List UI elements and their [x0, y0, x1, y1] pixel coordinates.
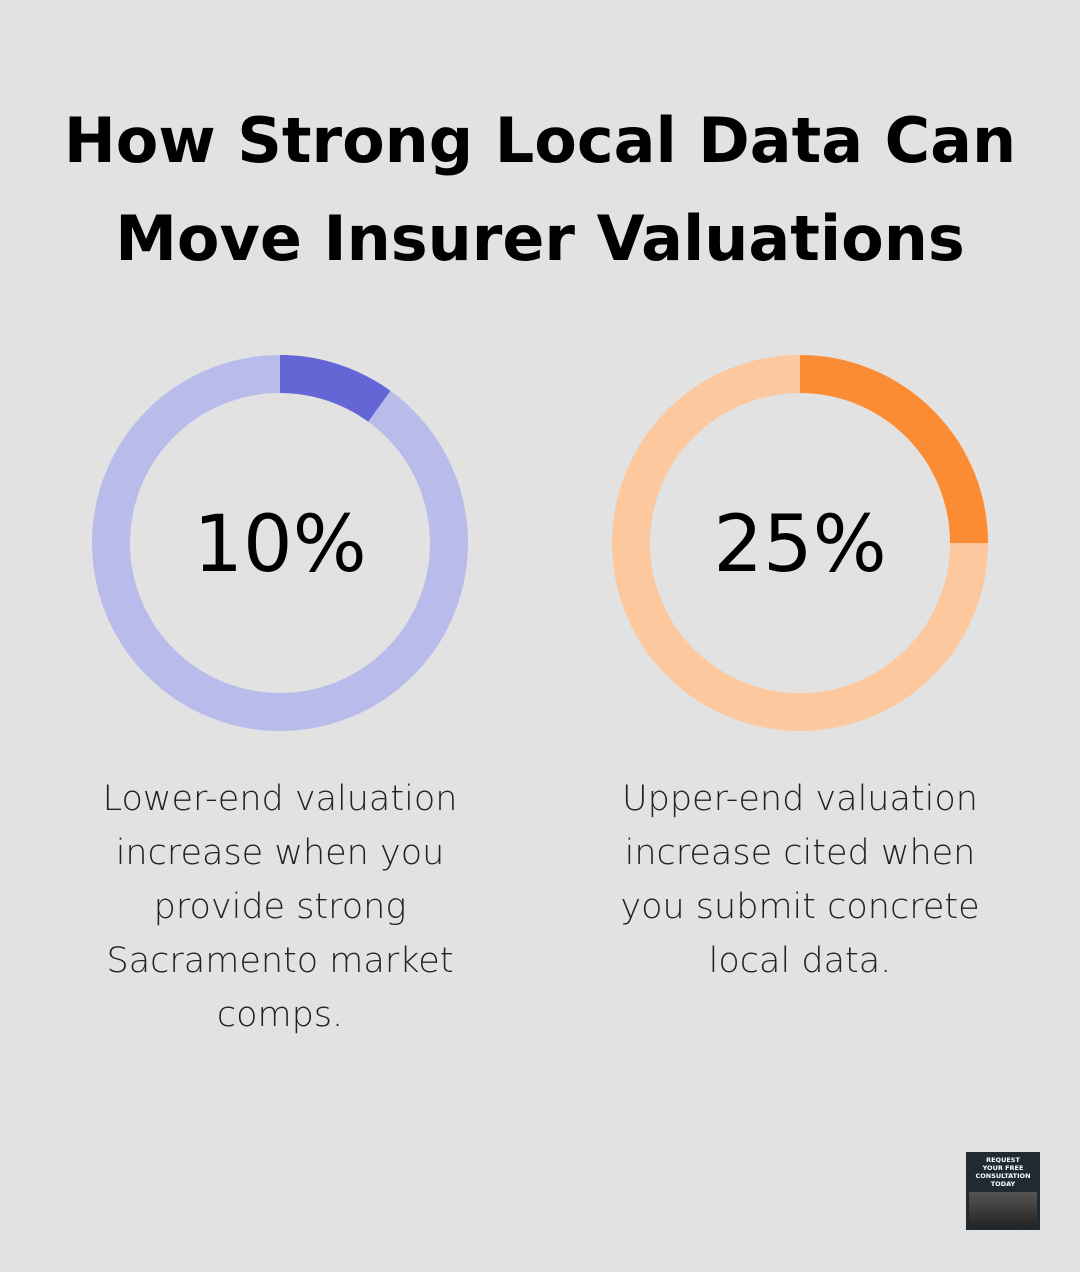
consultation-badge[interactable]: REQUEST YOUR FREE CONSULTATION TODAY	[966, 1152, 1040, 1230]
title: How Strong Local Data Can Move Insurer V…	[63, 104, 1017, 275]
badge-line: YOUR FREE	[982, 1164, 1024, 1172]
badge-line: CONSULTATION	[975, 1172, 1031, 1180]
badge-line: REQUEST	[986, 1156, 1020, 1164]
value-label: 10%	[193, 500, 366, 590]
donut-segment	[799, 355, 988, 544]
donut-segment	[279, 355, 391, 422]
value-label: 25%	[713, 500, 886, 590]
caption: Upper-end valuation increase cited when …	[620, 779, 980, 981]
caption: Lower-end valuation increase when you pr…	[102, 779, 458, 1035]
badge-line: TODAY	[990, 1180, 1016, 1188]
badge-text: REQUEST YOUR FREE CONSULTATION TODAY	[966, 1152, 1040, 1188]
badge-photo	[969, 1192, 1037, 1228]
